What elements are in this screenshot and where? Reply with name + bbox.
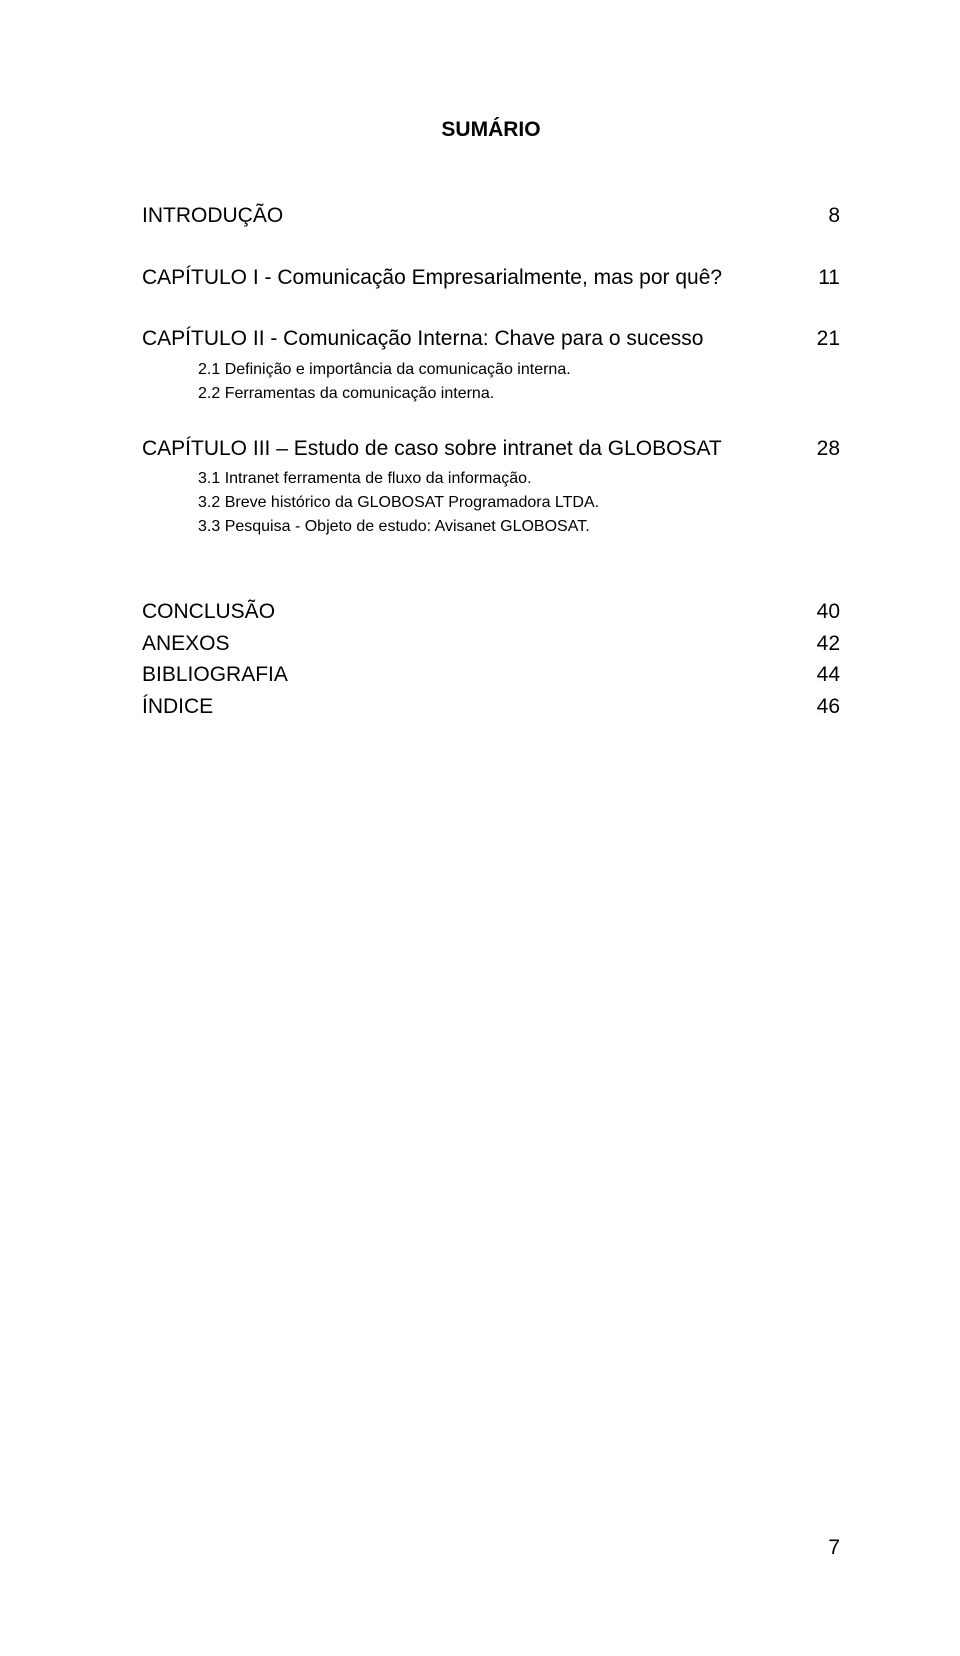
page-number: 7 — [828, 1536, 840, 1560]
toc-page: 42 — [800, 628, 840, 660]
toc-page: 40 — [800, 596, 840, 628]
toc-page: 11 — [800, 262, 840, 294]
toc-label: ANEXOS — [142, 628, 800, 660]
toc-page: 8 — [800, 200, 840, 232]
toc-row-cap3: CAPÍTULO III – Estudo de caso sobre intr… — [142, 433, 840, 465]
toc-subitem: 2.2 Ferramentas da comunicação interna. — [142, 385, 840, 403]
toc-page: 21 — [800, 323, 840, 355]
toc-subitem: 2.1 Definição e importância da comunicaç… — [142, 361, 840, 379]
toc-label: INTRODUÇÃO — [142, 200, 800, 232]
toc-row-cap2: CAPÍTULO II - Comunicação Interna: Chave… — [142, 323, 840, 355]
toc-subitem: 3.3 Pesquisa - Objeto de estudo: Avisane… — [142, 518, 840, 536]
toc-row-anexos: ANEXOS 42 — [142, 628, 840, 660]
toc-label: CAPÍTULO I - Comunicação Empresarialment… — [142, 262, 800, 294]
toc-label: CAPÍTULO III – Estudo de caso sobre intr… — [142, 433, 800, 465]
toc-page: 44 — [630, 659, 840, 691]
toc-page: 46 — [800, 691, 840, 723]
toc-row-cap1: CAPÍTULO I - Comunicação Empresarialment… — [142, 262, 840, 294]
toc-label: ÍNDICE — [142, 691, 800, 723]
toc-row-introducao: INTRODUÇÃO 8 — [142, 200, 840, 232]
toc-label: BIBLIOGRAFIA — [142, 659, 630, 691]
toc-row-conclusao: CONCLUSÃO 40 — [142, 596, 840, 628]
toc-page: 28 — [800, 433, 840, 465]
page-title: SUMÁRIO — [142, 118, 840, 142]
toc-row-indice: ÍNDICE 46 — [142, 691, 840, 723]
toc-label: CAPÍTULO II - Comunicação Interna: Chave… — [142, 323, 800, 355]
toc-subitem: 3.1 Intranet ferramenta de fluxo da info… — [142, 470, 840, 488]
toc-subitem: 3.2 Breve histórico da GLOBOSAT Programa… — [142, 494, 840, 512]
toc-label: CONCLUSÃO — [142, 596, 800, 628]
toc-row-bibliografia: BIBLIOGRAFIA 44 — [142, 659, 840, 691]
